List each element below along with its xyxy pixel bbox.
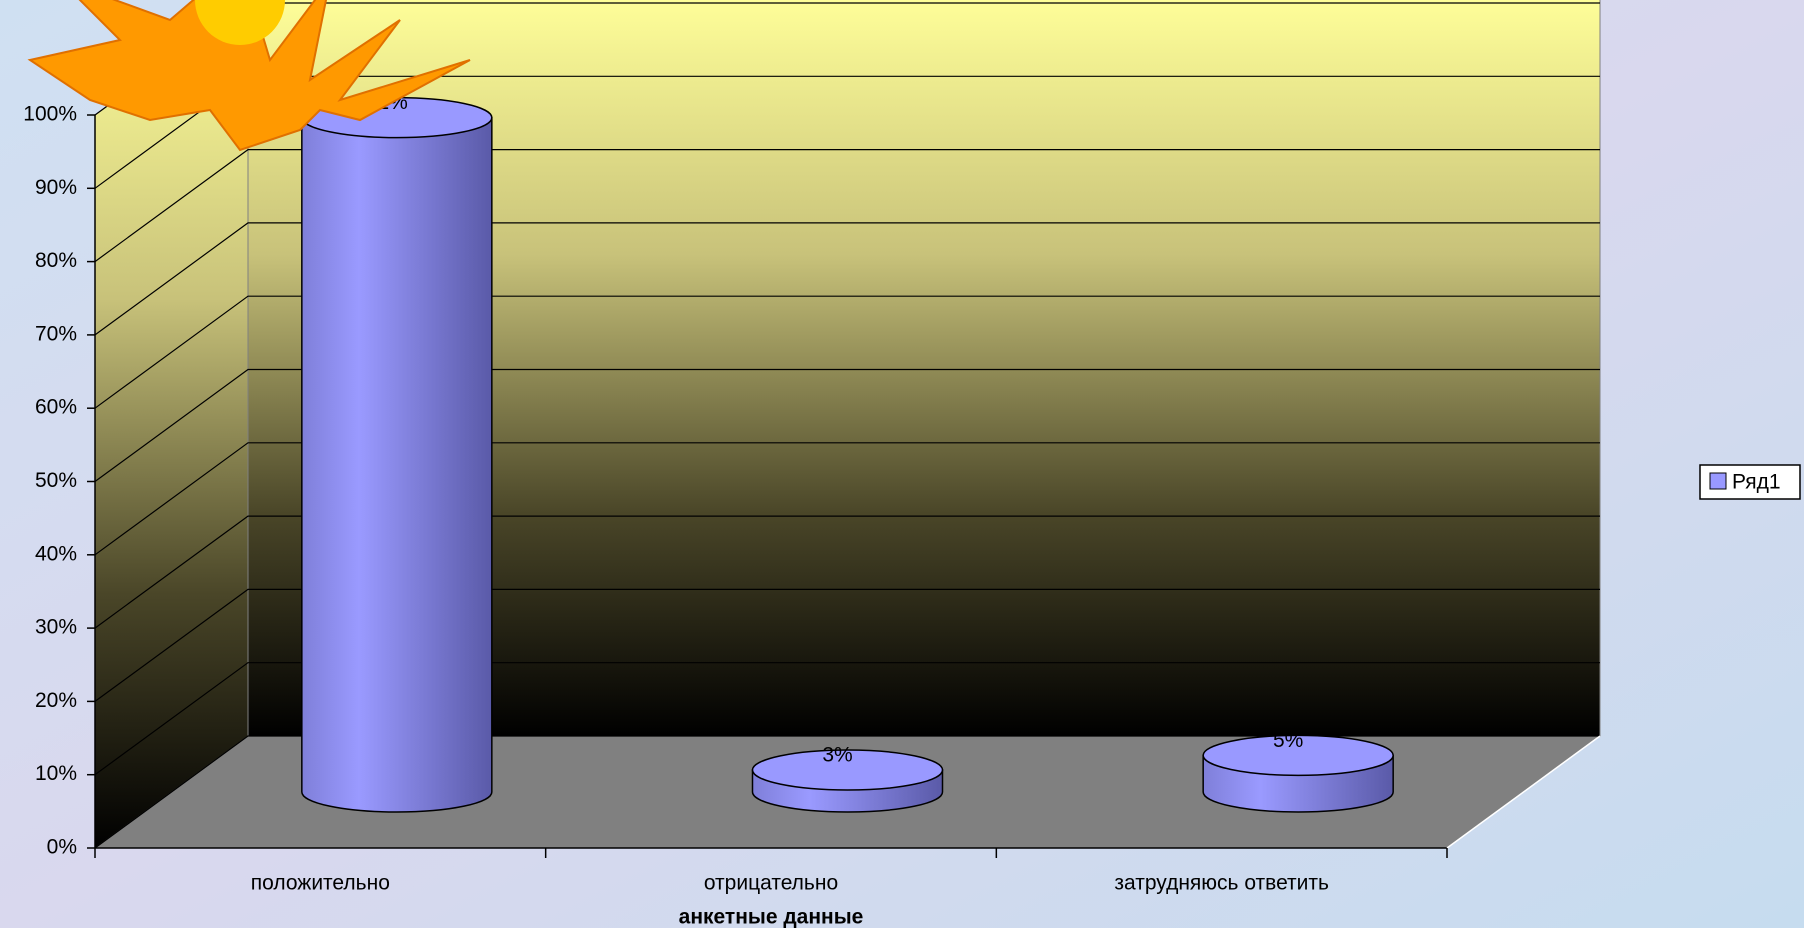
grid-line xyxy=(94,588,1600,702)
plot-area: 0% 10% 20% 30% 40% 50% 60% 70% 80% 90% 100% анкетны… xyxy=(23,0,1801,928)
grid-line xyxy=(94,662,1600,776)
data-label: 3% xyxy=(822,744,852,767)
y-tick-label: 100% xyxy=(23,103,77,126)
data-label: 5% xyxy=(1273,729,1303,752)
y-tick-label: 80% xyxy=(35,249,77,272)
y-tick-label: 50% xyxy=(35,469,77,492)
y-tick-label: 30% xyxy=(35,616,77,639)
y-tick-label: 60% xyxy=(35,396,77,419)
legend-label: Ряд1 xyxy=(1732,471,1781,494)
grid-line xyxy=(94,222,1600,336)
x-axis-title: анкетные данные xyxy=(679,906,864,928)
bar-top xyxy=(751,749,944,791)
y-tick-label: 40% xyxy=(35,542,77,565)
grid-line xyxy=(94,149,1600,263)
sun xyxy=(27,0,471,152)
y-tick-label: 90% xyxy=(35,176,77,199)
grid-line xyxy=(94,515,1600,629)
x-tick-label: затрудняюсь ответить xyxy=(1114,872,1329,895)
bar-top xyxy=(1202,734,1394,777)
bar xyxy=(301,116,493,813)
grid-line xyxy=(94,735,1600,849)
y-tick-label: 0% xyxy=(47,836,77,859)
floor-edge xyxy=(1446,735,1601,849)
grid-line xyxy=(94,442,1600,556)
y-tick-label: 20% xyxy=(35,689,77,712)
y-tick-label: 70% xyxy=(35,322,77,345)
grid-line xyxy=(94,368,1600,482)
y-tick-label: 10% xyxy=(35,762,77,785)
legend-swatch xyxy=(1709,472,1727,490)
grid-line xyxy=(94,295,1600,409)
x-tick-label: положительно xyxy=(251,872,390,895)
legend: Ряд1 xyxy=(1699,464,1801,500)
x-tick-label: отрицательно xyxy=(704,872,838,895)
